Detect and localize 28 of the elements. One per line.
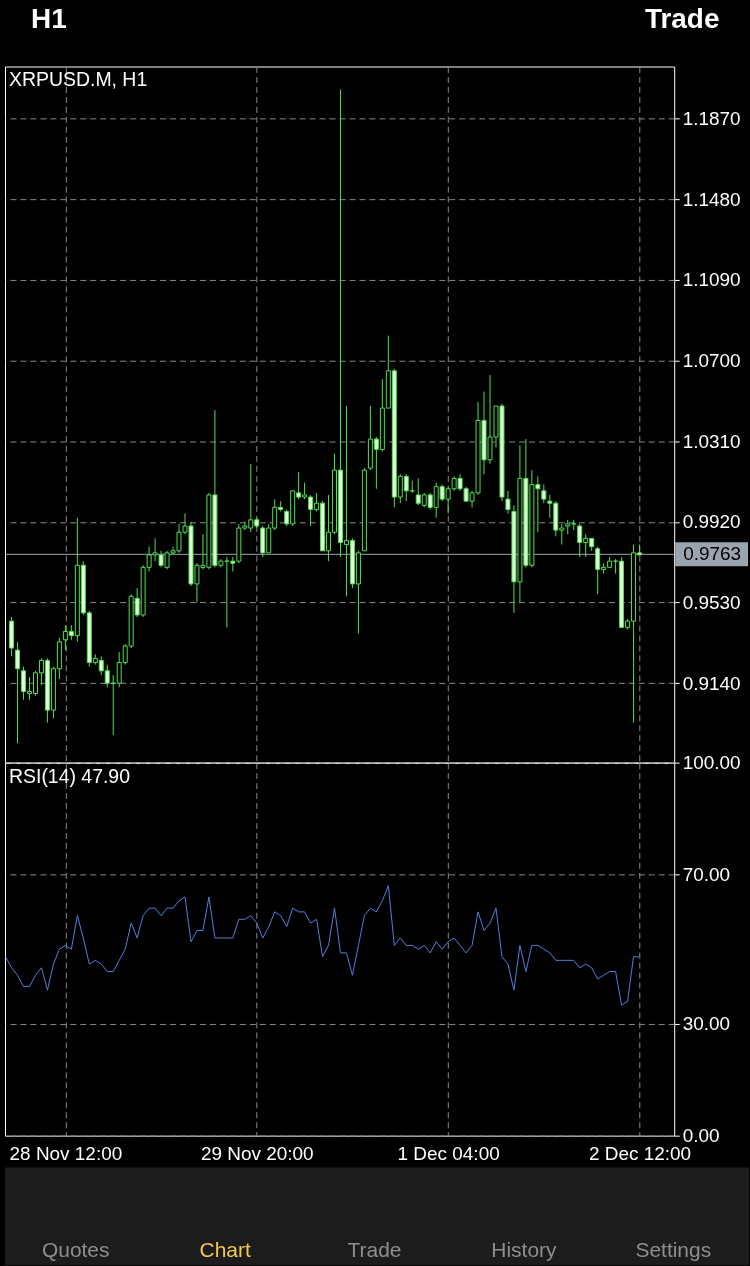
ref-line-label: 0.9763 [683,543,742,565]
y-tick-label: 1.1870 [682,107,741,129]
y-tick-label: 0.9920 [682,511,741,533]
y-tick-label: 70.00 [682,864,731,886]
line-series [5,885,641,1006]
x-tick-label: 29 Nov 20:00 [200,1143,314,1165]
y-tick-label: 0.9140 [682,672,741,694]
x-tick-label: 28 Nov 12:00 [9,1143,123,1165]
text: Trade [347,1238,402,1262]
chart-title: RSI(14) 47.90 [8,764,131,787]
y-tick-label: 1.0310 [682,430,741,452]
candlestick [15,641,21,744]
text: Quotes [41,1238,110,1262]
y-tick-label: 1.1480 [682,188,741,210]
text: Settings [635,1238,712,1262]
text: History [491,1238,557,1262]
y-tick-label: 1.1090 [682,269,741,291]
y-tick-label: 1.0700 [682,349,741,371]
y-tick-label: 100.00 [682,752,741,774]
y-tick-label: 0.9530 [682,592,741,614]
text: H1 [31,2,67,34]
text: Chart [199,1238,251,1262]
text: Trade [644,2,720,34]
candlestick [505,490,511,515]
y-tick-label: 30.00 [682,1013,731,1035]
x-tick-label: 1 Dec 04:00 [397,1143,500,1165]
candlestick [541,484,547,504]
chart-title: XRPUSD.M, H1 [8,68,148,91]
